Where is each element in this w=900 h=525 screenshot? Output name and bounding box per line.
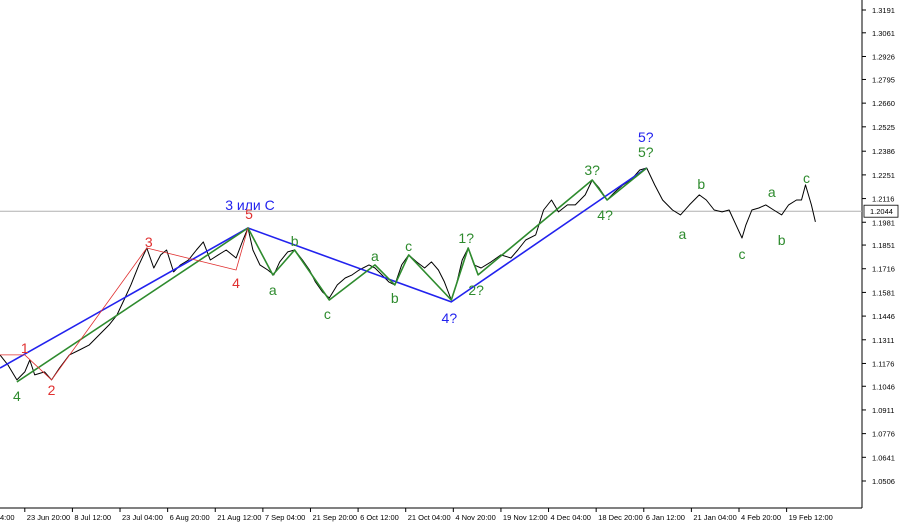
x-tick-label: 19 Nov 12:00 xyxy=(503,513,548,522)
x-tick-label: 18 Dec 20:00 xyxy=(598,513,643,522)
current-price-label: 1.2044 xyxy=(870,207,893,216)
y-tick-label: 1.1581 xyxy=(872,288,895,297)
y-tick-label: 1.0911 xyxy=(872,406,894,415)
wave-label: 3? xyxy=(584,162,600,178)
wave-label: 5? xyxy=(638,129,654,145)
y-tick-label: 1.1851 xyxy=(872,241,895,250)
y-tick-label: 1.3061 xyxy=(872,29,895,38)
x-tick-label: 4 Feb 20:00 xyxy=(741,513,781,522)
x-tick-label: 7 Sep 04:00 xyxy=(265,513,305,522)
wave-line xyxy=(0,227,249,381)
y-tick-label: 1.1981 xyxy=(872,218,895,227)
x-tick-label: 23 Jul 04:00 xyxy=(122,513,163,522)
wave-label: 5 xyxy=(245,206,253,222)
y-tick-label: 1.2525 xyxy=(872,123,895,132)
wave-label: 4? xyxy=(442,310,458,326)
wave-label: 2? xyxy=(468,282,484,298)
y-tick-label: 1.0641 xyxy=(872,453,895,462)
y-tick-label: 1.2926 xyxy=(872,52,895,61)
wave-line xyxy=(16,167,648,383)
wave-label: 1? xyxy=(458,230,474,246)
y-tick-label: 1.1046 xyxy=(872,382,895,391)
y-tick-label: 1.2251 xyxy=(872,171,895,180)
y-tick-label: 1.1311 xyxy=(872,336,894,345)
wave-label: a xyxy=(371,248,379,264)
x-tick-label: 6 Aug 20:00 xyxy=(170,513,210,522)
wave-label: c xyxy=(324,306,331,322)
x-tick-label: 4 Dec 04:00 xyxy=(551,513,591,522)
wave-label: 2 xyxy=(48,382,56,398)
wave-label: a xyxy=(768,184,776,200)
wave-label: b xyxy=(697,176,705,192)
y-tick-label: 1.0776 xyxy=(872,430,895,439)
wave-label: c xyxy=(738,246,745,262)
y-tick-label: 1.1716 xyxy=(872,265,895,274)
y-tick-label: 1.2795 xyxy=(872,75,895,84)
x-tick-label: 8 Jul 12:00 xyxy=(74,513,111,522)
wave-label: c xyxy=(405,238,412,254)
wave-label: 3 или C xyxy=(225,197,275,213)
x-tick-label: 4:00 xyxy=(0,513,15,522)
x-tick-label: 21 Oct 04:00 xyxy=(408,513,451,522)
x-tick-label: 21 Jan 04:00 xyxy=(693,513,736,522)
y-tick-label: 1.1446 xyxy=(872,312,895,321)
y-tick-label: 1.0506 xyxy=(872,477,895,486)
x-tick-label: 21 Sep 20:00 xyxy=(312,513,357,522)
y-tick-label: 1.3191 xyxy=(872,6,895,15)
wave-label: 1 xyxy=(21,340,29,356)
wave-label: b xyxy=(291,233,299,249)
x-tick-label: 19 Feb 12:00 xyxy=(789,513,833,522)
y-tick-label: 1.2116 xyxy=(872,195,894,204)
wave-label: b xyxy=(778,232,786,248)
wave-label: 4 xyxy=(232,275,240,291)
wave-label: a xyxy=(679,226,687,242)
y-tick-label: 1.2660 xyxy=(872,99,895,108)
x-tick-label: 23 Jun 20:00 xyxy=(27,513,70,522)
x-tick-label: 4 Nov 20:00 xyxy=(455,513,495,522)
wave-label: 4? xyxy=(597,207,613,223)
wave-label: 3 xyxy=(145,234,153,250)
wave-label: 4 xyxy=(13,388,21,404)
x-tick-label: 6 Jan 12:00 xyxy=(646,513,685,522)
y-tick-label: 1.1176 xyxy=(872,359,894,368)
wave-label: c xyxy=(803,170,810,186)
current-price-box xyxy=(863,204,899,218)
wave-line xyxy=(0,167,648,369)
x-tick-label: 6 Oct 12:00 xyxy=(360,513,399,522)
wave-label: b xyxy=(391,290,399,306)
x-tick-label: 21 Aug 12:00 xyxy=(217,513,261,522)
wave-label: 5? xyxy=(638,144,654,160)
wave-label: a xyxy=(269,282,277,298)
y-tick-label: 1.2386 xyxy=(872,147,895,156)
